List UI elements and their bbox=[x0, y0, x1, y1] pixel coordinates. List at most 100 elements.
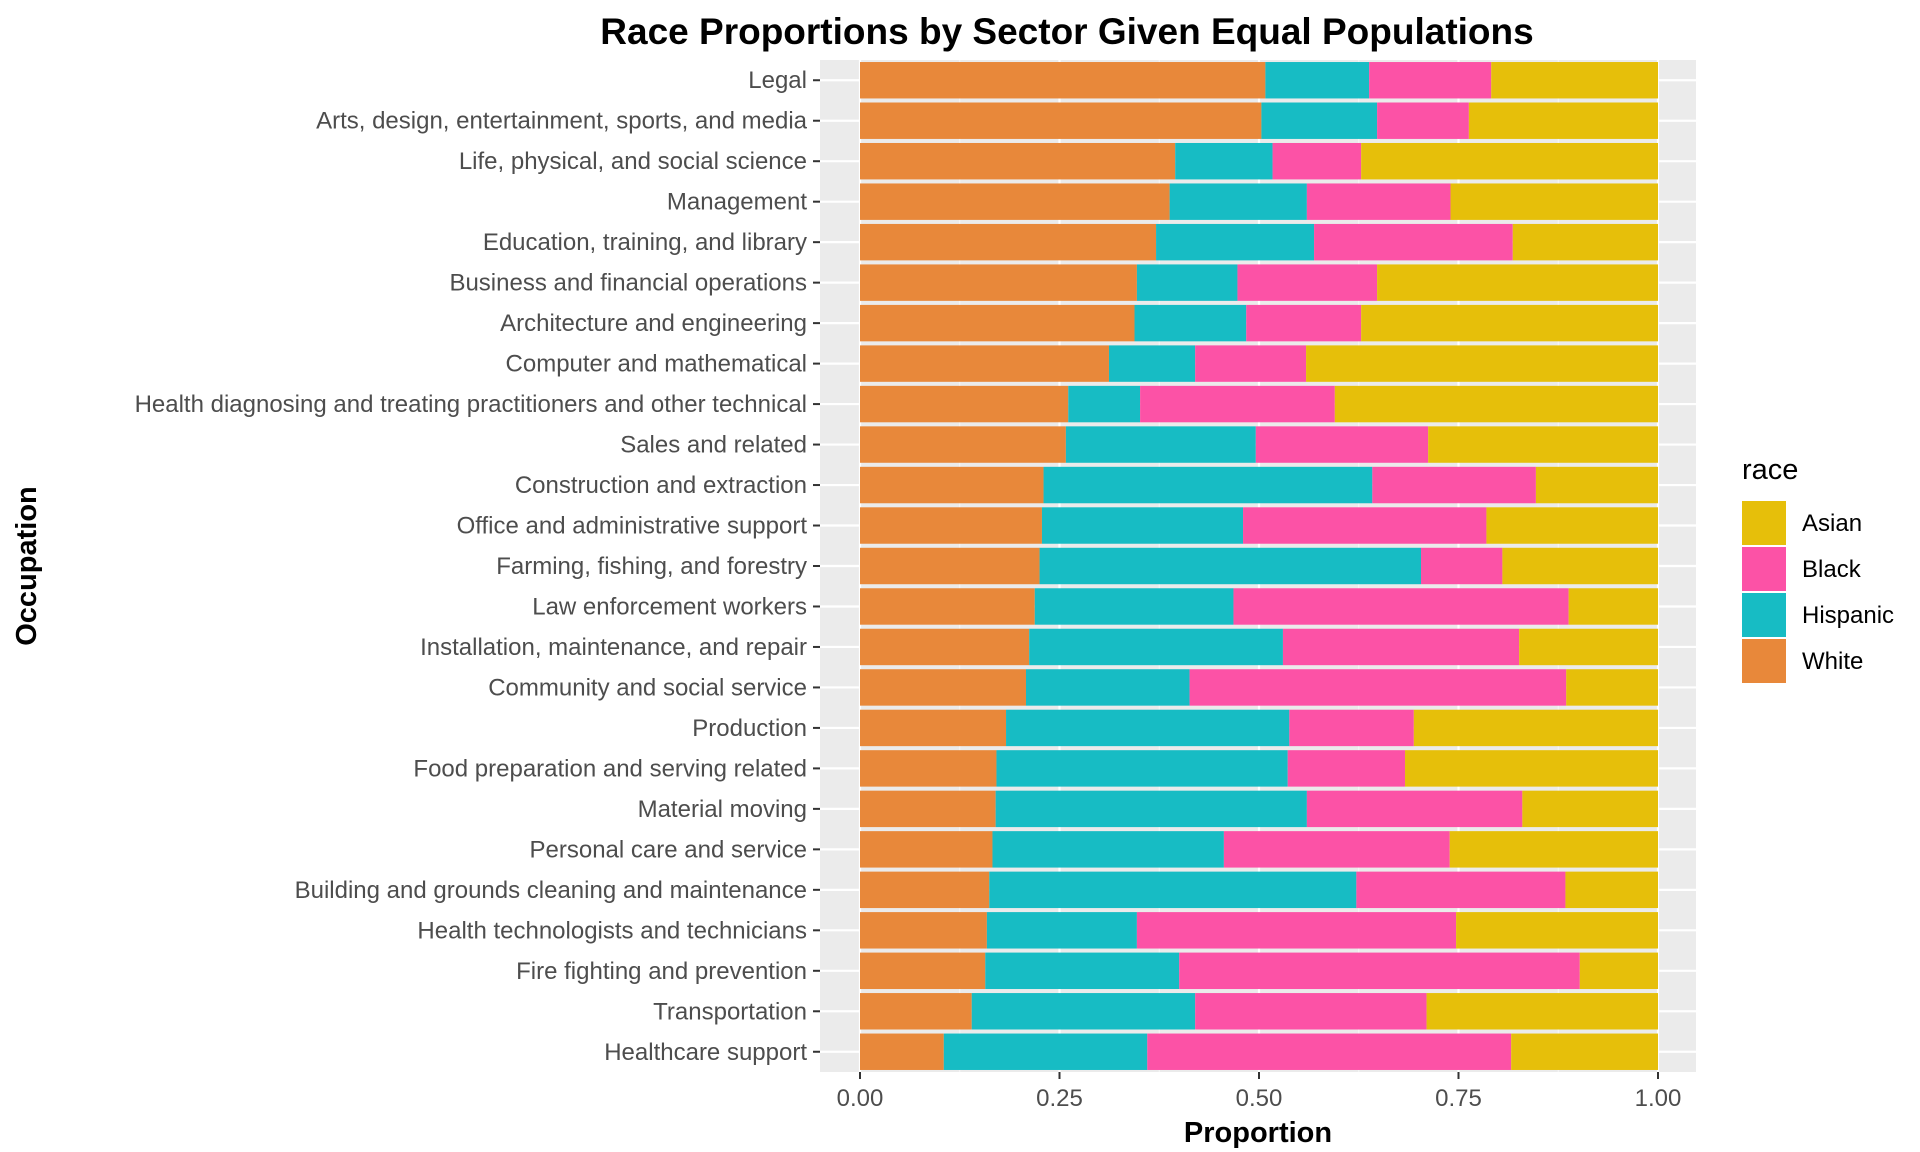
bar-segment-asian bbox=[1413, 709, 1658, 747]
x-tick-label: 0.50 bbox=[1236, 1085, 1283, 1112]
bar-segment-black bbox=[1246, 304, 1362, 342]
bar-segment-white bbox=[860, 628, 1030, 666]
bar-segment-black bbox=[1179, 952, 1580, 990]
bar-segment-white bbox=[860, 871, 990, 909]
bar-segment-white bbox=[860, 426, 1066, 463]
bar-segment-black bbox=[1233, 588, 1569, 625]
bar-segment-white bbox=[860, 466, 1044, 504]
bar-segment-asian bbox=[1450, 183, 1658, 220]
bar-segment-white bbox=[860, 993, 972, 1030]
bar-segment-asian bbox=[1426, 993, 1658, 1030]
bar-segment-white bbox=[860, 750, 997, 787]
y-tick-label: Transportation bbox=[653, 998, 807, 1025]
x-axis-title: Proportion bbox=[1184, 1117, 1332, 1149]
y-tick-label: Healthcare support bbox=[604, 1039, 807, 1066]
bar-segment-white bbox=[860, 223, 1157, 261]
bar-segment-black bbox=[1369, 62, 1492, 99]
bar-segment-hispanic bbox=[995, 790, 1307, 828]
x-tick-label: 0.75 bbox=[1435, 1085, 1482, 1112]
bar-segment-white bbox=[860, 102, 1262, 139]
bar-segment-hispanic bbox=[1261, 102, 1378, 139]
y-tick-label: Building and grounds cleaning and mainte… bbox=[295, 877, 807, 904]
legend-label-white: White bbox=[1802, 648, 1863, 675]
bar-segment-asian bbox=[1566, 669, 1658, 706]
y-tick-label: Legal bbox=[748, 67, 807, 94]
bar-segment-hispanic bbox=[1043, 466, 1373, 504]
y-tick-label: Education, training, and library bbox=[483, 229, 807, 256]
y-tick-label: Computer and mathematical bbox=[506, 351, 807, 378]
bar-segment-hispanic bbox=[1169, 183, 1307, 220]
y-tick-label: Law enforcement workers bbox=[532, 593, 807, 620]
bar-segment-asian bbox=[1456, 912, 1658, 949]
bar-segment-hispanic bbox=[1029, 628, 1283, 666]
legend: race Asian Black Hispanic White bbox=[1742, 454, 1894, 683]
bar-segment-asian bbox=[1361, 142, 1658, 180]
y-tick-label: Business and financial operations bbox=[449, 270, 807, 297]
y-tick-label: Community and social service bbox=[488, 674, 807, 701]
bar-segment-black bbox=[1306, 790, 1523, 828]
bar-segment-black bbox=[1195, 993, 1427, 1030]
bar-segment-black bbox=[1147, 1033, 1512, 1070]
bar-segment-asian bbox=[1491, 62, 1658, 99]
bar-segment-asian bbox=[1522, 790, 1658, 828]
y-tick-label: Material moving bbox=[638, 796, 807, 823]
x-tick-label: 0.00 bbox=[837, 1085, 884, 1112]
bar-segment-black bbox=[1306, 183, 1451, 220]
bar-segment-white bbox=[860, 304, 1135, 342]
bar-segment-hispanic bbox=[943, 1033, 1148, 1070]
bar-segment-white bbox=[860, 1033, 944, 1070]
bar-segment-hispanic bbox=[986, 912, 1137, 949]
bar-segment-asian bbox=[1468, 102, 1658, 139]
bar-segment-hispanic bbox=[989, 871, 1357, 909]
bar-segment-asian bbox=[1361, 304, 1658, 342]
chart-title: Race Proportions by Sector Given Equal P… bbox=[600, 11, 1533, 52]
bar-segment-asian bbox=[1502, 547, 1658, 585]
bar-segment-black bbox=[1420, 547, 1503, 585]
y-tick-label: Life, physical, and social science bbox=[459, 148, 807, 175]
bar-segment-black bbox=[1282, 628, 1520, 666]
bar-segment-white bbox=[860, 912, 987, 949]
bar-segment-black bbox=[1140, 385, 1335, 423]
bar-segment-hispanic bbox=[1068, 385, 1141, 423]
y-tick-label: Fire fighting and prevention bbox=[516, 958, 807, 985]
y-tick-label: Management bbox=[667, 189, 807, 216]
bar-segment-hispanic bbox=[1006, 709, 1290, 747]
bar-segment-asian bbox=[1579, 952, 1658, 990]
bar-segment-white bbox=[860, 547, 1040, 585]
legend-title: race bbox=[1742, 454, 1798, 486]
bar-segment-black bbox=[1223, 831, 1450, 868]
bar-segment-asian bbox=[1449, 831, 1658, 868]
bar-segment-asian bbox=[1405, 750, 1658, 787]
bar-segment-black bbox=[1255, 426, 1429, 463]
bar-segment-hispanic bbox=[1065, 426, 1256, 463]
x-tick-label: 1.00 bbox=[1635, 1085, 1682, 1112]
bar-segment-hispanic bbox=[1025, 669, 1190, 706]
bar-segment-asian bbox=[1512, 223, 1658, 261]
y-tick-label: Arts, design, entertainment, sports, and… bbox=[316, 108, 808, 135]
bar-segment-white bbox=[860, 62, 1266, 99]
y-tick-label: Architecture and engineering bbox=[500, 310, 807, 337]
bar-segment-white bbox=[860, 669, 1026, 706]
bar-segment-white bbox=[860, 709, 1007, 747]
legend-swatch-asian bbox=[1742, 501, 1786, 545]
bar-segment-white bbox=[860, 345, 1109, 382]
bar-segment-white bbox=[860, 790, 996, 828]
bar-segment-black bbox=[1237, 264, 1378, 301]
y-tick-label: Personal care and service bbox=[530, 836, 807, 863]
bar-segment-black bbox=[1243, 507, 1487, 544]
bar-segment-black bbox=[1377, 102, 1469, 139]
bar-segment-asian bbox=[1334, 385, 1658, 423]
bar-segment-black bbox=[1356, 871, 1566, 909]
bar-segment-asian bbox=[1568, 588, 1658, 625]
y-tick-label: Construction and extraction bbox=[515, 472, 807, 499]
bar-segment-hispanic bbox=[1041, 507, 1244, 544]
legend-label-hispanic: Hispanic bbox=[1802, 602, 1894, 629]
x-axis-ticks: 0.00 0.25 0.50 0.75 1.00 bbox=[837, 1072, 1682, 1112]
bar-segment-asian bbox=[1535, 466, 1658, 504]
bar-segment-black bbox=[1136, 912, 1457, 949]
legend-swatch-black bbox=[1742, 547, 1786, 591]
legend-label-asian: Asian bbox=[1802, 510, 1862, 537]
bar-segment-black bbox=[1195, 345, 1307, 382]
bar-segment-asian bbox=[1306, 345, 1658, 382]
